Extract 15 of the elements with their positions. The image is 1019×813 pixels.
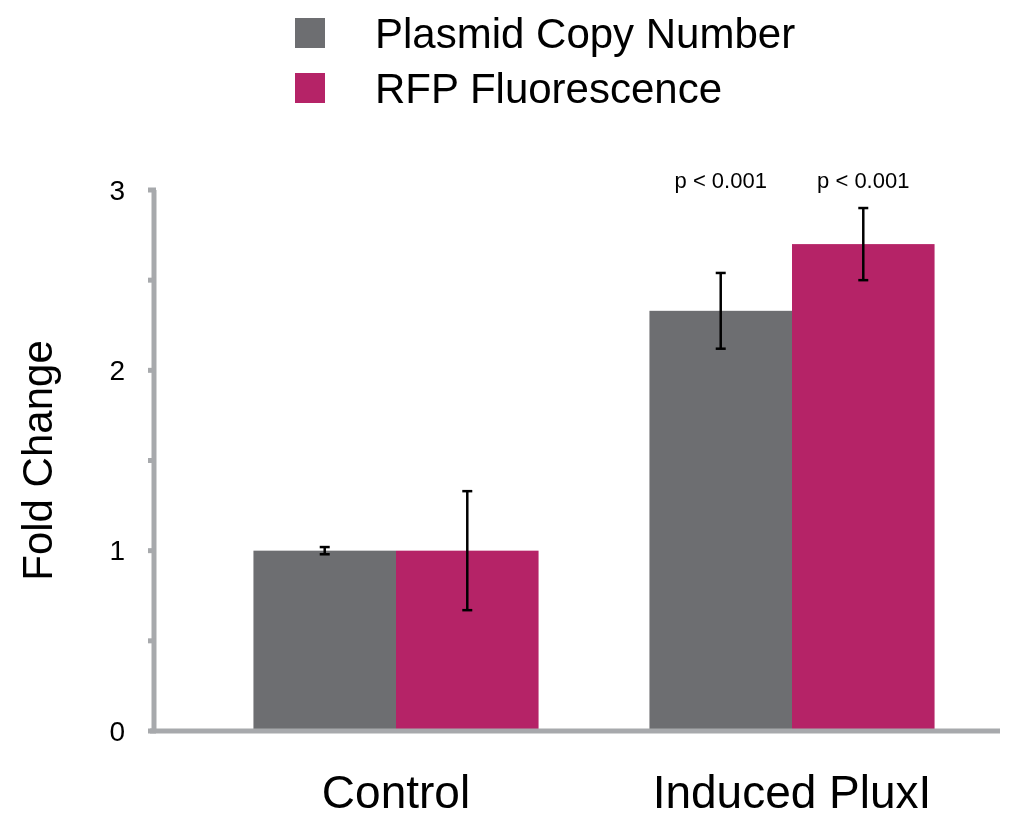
- annotation: p < 0.001: [674, 168, 767, 193]
- x-tick-label: Control: [321, 766, 471, 813]
- legend-label: Plasmid Copy Number: [375, 9, 796, 57]
- annotation: p < 0.001: [817, 168, 910, 193]
- bar: [792, 244, 935, 731]
- legend-label: RFP Fluorescence: [375, 64, 723, 112]
- y-tick-label: 0: [109, 715, 125, 747]
- y-axis-title: Fold Change: [14, 340, 61, 581]
- y-tick-label: 2: [109, 355, 125, 387]
- bar: [649, 310, 792, 731]
- y-tick-label: 3: [109, 174, 125, 206]
- bar: [396, 550, 539, 731]
- x-tick-label: Induced PluxI: [652, 766, 932, 813]
- y-tick-label: 1: [109, 535, 125, 567]
- bar: [253, 550, 396, 731]
